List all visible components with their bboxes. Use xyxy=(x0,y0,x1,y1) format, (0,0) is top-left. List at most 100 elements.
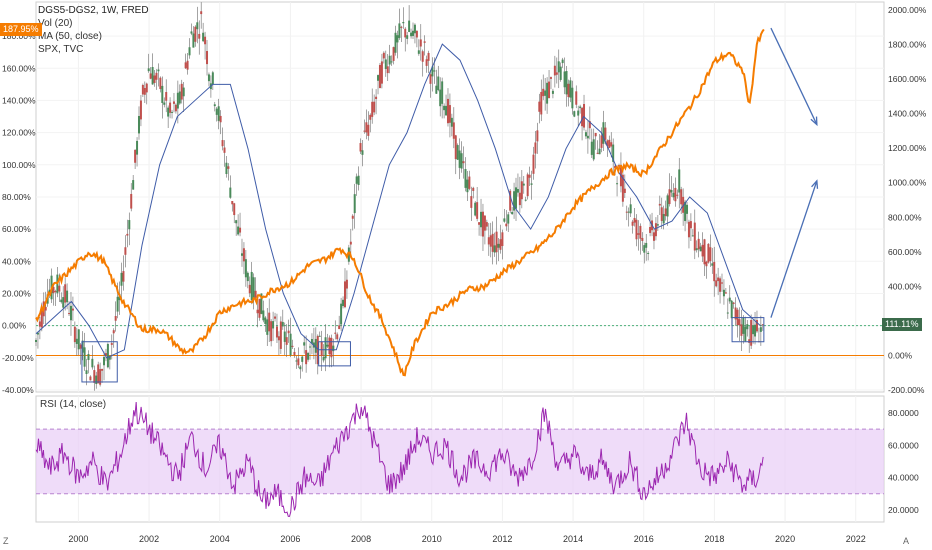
candle-body xyxy=(178,91,181,104)
candle-body xyxy=(295,360,298,362)
candle-body xyxy=(377,75,380,81)
candle-body xyxy=(701,244,704,257)
candle-body xyxy=(619,167,622,187)
candle-body xyxy=(693,222,696,251)
candle-body xyxy=(91,358,94,368)
x-tick-label: 2018 xyxy=(704,534,724,544)
candle-body xyxy=(518,192,521,206)
candle-body xyxy=(425,59,428,66)
candle-body xyxy=(155,72,158,80)
candle-body xyxy=(561,59,564,64)
candle-body xyxy=(229,187,232,198)
chart-legend: DGS5-DGS2, 1W, FRED Vol (20) MA (50, clo… xyxy=(38,4,149,56)
candle-body xyxy=(71,308,74,311)
candle-body xyxy=(748,339,751,343)
candle-body xyxy=(380,61,383,84)
left-tick-label: 120.00% xyxy=(2,128,36,138)
candle-body xyxy=(419,39,422,47)
candle-body xyxy=(678,169,681,193)
candle-body xyxy=(577,110,580,116)
candle-body xyxy=(122,271,125,282)
candle-body xyxy=(719,278,722,292)
candle-body xyxy=(176,92,179,109)
candle-body xyxy=(375,96,378,100)
candle-body xyxy=(64,284,67,303)
candle-body xyxy=(717,277,720,282)
candle-body xyxy=(382,52,385,59)
x-tick-label: 2004 xyxy=(210,534,230,544)
left-tick-label: -40.00% xyxy=(2,385,34,395)
left-tick-label: 0.00% xyxy=(2,321,27,331)
candle-body xyxy=(260,293,263,314)
candle-body xyxy=(322,357,325,361)
candle-body xyxy=(151,67,154,85)
candle-body xyxy=(336,334,339,340)
candle-body xyxy=(553,65,556,76)
candle-body xyxy=(206,51,209,65)
candle-body xyxy=(114,316,117,321)
auto-scale-toggle[interactable]: A xyxy=(903,536,910,546)
left-tick-label: 60.00% xyxy=(2,224,31,234)
candle-body xyxy=(159,77,162,90)
candle-body xyxy=(522,183,525,186)
candle-body xyxy=(334,332,337,334)
candle-body xyxy=(598,148,601,155)
candle-body xyxy=(429,74,432,84)
candle-body xyxy=(139,100,142,120)
candle-body xyxy=(93,370,96,383)
timezone-toggle[interactable]: Z xyxy=(3,536,9,546)
candle-body xyxy=(202,32,205,42)
candle-body xyxy=(85,370,88,375)
candle-body xyxy=(320,341,323,357)
candle-body xyxy=(460,153,463,169)
candle-body xyxy=(363,130,366,132)
candle-body xyxy=(703,239,706,265)
candle-body xyxy=(268,312,271,332)
candle-body xyxy=(695,248,698,251)
highlight-box xyxy=(81,341,118,383)
x-tick-label: 2008 xyxy=(351,534,371,544)
candle-body xyxy=(215,108,218,115)
candle-body xyxy=(446,98,449,124)
x-tick-label: 2012 xyxy=(492,534,512,544)
candle-body xyxy=(378,64,381,89)
candle-body xyxy=(277,336,280,341)
candle-body xyxy=(264,317,267,324)
candle-body xyxy=(421,51,424,62)
candle-body xyxy=(515,187,518,209)
candle-body xyxy=(396,35,399,43)
candle-body xyxy=(332,345,335,352)
candle-body xyxy=(213,104,216,107)
candle-body xyxy=(427,52,430,61)
candle-body xyxy=(744,326,747,342)
candle-body xyxy=(687,221,690,238)
candle-body xyxy=(305,350,308,365)
candle-body xyxy=(394,32,397,53)
candle-body xyxy=(130,193,133,209)
candle-body xyxy=(408,20,411,32)
candle-body xyxy=(505,223,508,227)
candle-body xyxy=(472,187,475,191)
candle-body xyxy=(324,337,327,359)
candle-body xyxy=(662,213,665,224)
candle-body xyxy=(68,313,71,315)
candle-body xyxy=(275,326,278,338)
candle-body xyxy=(285,337,288,345)
candle-body xyxy=(439,89,442,107)
candle-body xyxy=(660,207,663,221)
candle-body xyxy=(104,353,107,356)
candle-body xyxy=(509,190,512,211)
candle-body xyxy=(571,87,574,109)
chart-title: DGS5-DGS2, 1W, FRED xyxy=(38,5,149,16)
candle-body xyxy=(227,166,230,169)
candle-body xyxy=(351,215,354,219)
x-tick-label: 2006 xyxy=(280,534,300,544)
candle-body xyxy=(167,107,170,117)
candle-body xyxy=(349,241,352,245)
candle-body xyxy=(567,83,570,98)
up-arrow xyxy=(770,180,818,318)
legend-vol: Vol (20) xyxy=(38,18,73,29)
candle-body xyxy=(225,162,228,175)
candle-body xyxy=(600,135,603,148)
